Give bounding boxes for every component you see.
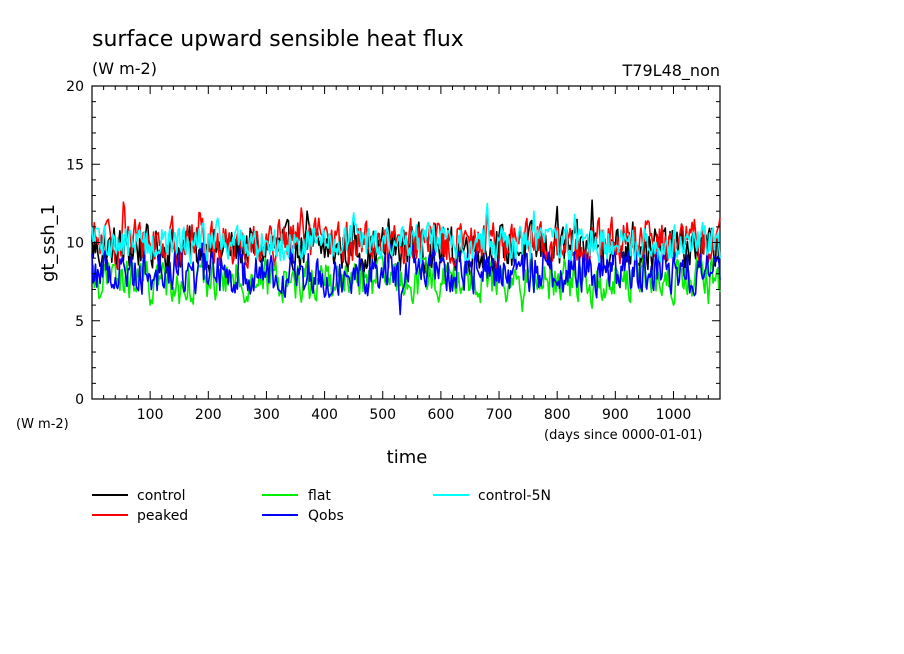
- run-label: T79L48_non: [622, 61, 720, 81]
- x-tick-label: 1000: [656, 407, 692, 423]
- y-tick-label: 10: [66, 236, 84, 252]
- legend-item-control: control: [92, 488, 186, 504]
- legend-label-peaked: peaked: [137, 508, 188, 524]
- legend-item-control-5n: control-5N: [433, 488, 551, 504]
- legend-label-flat: flat: [308, 488, 331, 504]
- series-layer: [91, 199, 721, 316]
- legend-label-control-5n: control-5N: [478, 488, 551, 504]
- x-tick-label: 600: [428, 407, 455, 423]
- legend-label-control: control: [137, 488, 186, 504]
- x-tick-label: 300: [253, 407, 280, 423]
- x-tick-label: 700: [486, 407, 513, 423]
- x-tick-label: 100: [137, 407, 164, 423]
- legend-item-qobs: Qobs: [262, 508, 344, 524]
- series-line-peaked: [91, 201, 721, 272]
- chart-units: (W m-2): [92, 59, 157, 78]
- x-tick-label: 800: [544, 407, 571, 423]
- legend: control peaked flat Qobs control-5N: [92, 488, 551, 524]
- y-tick-label: 20: [66, 79, 84, 95]
- x-tick-label: 400: [311, 407, 338, 423]
- x-tick-label: 200: [195, 407, 222, 423]
- legend-item-peaked: peaked: [92, 508, 188, 524]
- series-line-control-5n: [91, 202, 721, 265]
- x-axis-label: time: [387, 447, 428, 468]
- x-tick-label: 900: [602, 407, 629, 423]
- y-tick-label: 0: [75, 392, 84, 408]
- y-tick-label: 5: [75, 314, 84, 330]
- y-axis-units: (W m-2): [16, 417, 69, 432]
- x-axis-units: (days since 0000-01-01): [544, 428, 702, 443]
- series-line-qobs: [91, 242, 721, 316]
- x-tick-label: 500: [369, 407, 396, 423]
- legend-label-qobs: Qobs: [308, 508, 344, 524]
- ticks-layer: 100 200 300 400 500 600 700 800 900 1000 0 5 10 15 20: [66, 79, 720, 423]
- y-tick-label: 15: [66, 157, 84, 173]
- y-axis-label: gt_ssh_1: [38, 204, 59, 282]
- legend-item-flat: flat: [262, 488, 331, 504]
- chart-title: surface upward sensible heat flux: [92, 27, 464, 52]
